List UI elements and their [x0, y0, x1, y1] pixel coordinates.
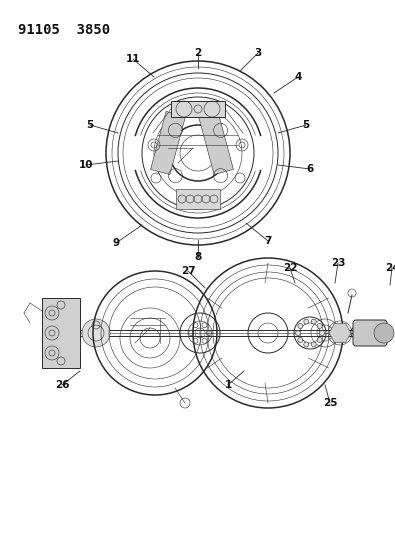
Text: 26: 26: [55, 380, 69, 390]
FancyBboxPatch shape: [353, 320, 387, 346]
Text: 91105  3850: 91105 3850: [18, 23, 110, 37]
Bar: [150, 111, 185, 175]
Text: 27: 27: [181, 266, 195, 276]
Circle shape: [298, 337, 303, 343]
Circle shape: [298, 324, 303, 328]
Text: 8: 8: [194, 252, 201, 262]
FancyBboxPatch shape: [42, 298, 80, 368]
Polygon shape: [329, 324, 351, 343]
Text: 10: 10: [79, 160, 93, 170]
Text: 11: 11: [126, 54, 140, 64]
Circle shape: [320, 330, 325, 335]
Text: 1: 1: [224, 380, 231, 390]
Circle shape: [374, 323, 394, 343]
Circle shape: [304, 342, 309, 347]
Text: 7: 7: [264, 236, 272, 246]
Text: 5: 5: [87, 120, 94, 130]
Bar: [199, 111, 233, 175]
Circle shape: [295, 330, 301, 335]
FancyBboxPatch shape: [176, 189, 220, 209]
Text: 24: 24: [385, 263, 395, 273]
Circle shape: [317, 337, 322, 343]
Text: 4: 4: [294, 72, 302, 82]
Text: 6: 6: [307, 164, 314, 174]
Text: 9: 9: [113, 238, 120, 248]
Circle shape: [304, 319, 309, 324]
Text: 25: 25: [323, 398, 337, 408]
Text: 23: 23: [331, 258, 345, 268]
Text: 2: 2: [194, 48, 201, 58]
Circle shape: [317, 324, 322, 328]
Text: 22: 22: [283, 263, 297, 273]
Text: 3: 3: [254, 48, 261, 58]
Circle shape: [311, 342, 316, 347]
Text: 5: 5: [303, 120, 310, 130]
Circle shape: [311, 319, 316, 324]
FancyBboxPatch shape: [171, 101, 225, 117]
Circle shape: [82, 319, 110, 347]
